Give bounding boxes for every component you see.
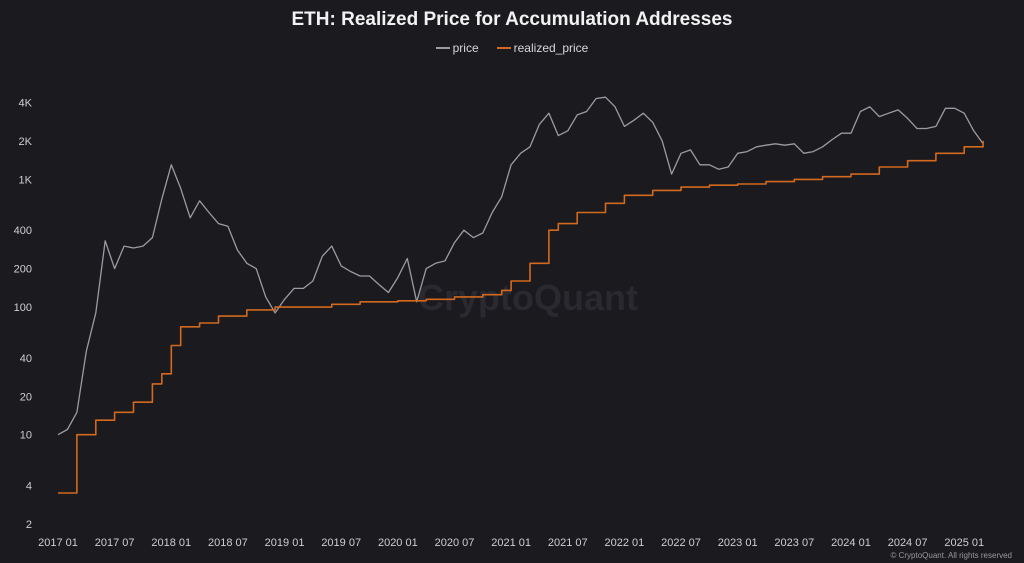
legend-item-price[interactable]: price [435,41,479,55]
y-tick-label: 200 [14,264,32,276]
y-tick-label: 40 [20,353,32,365]
y-tick-label: 2 [26,519,32,531]
legend-swatch-realized-price [496,47,511,49]
x-tick-label: 2022 07 [661,537,701,549]
y-tick-label: 1K [19,174,33,186]
y-tick-label: 400 [14,225,32,237]
y-axis: 2 4 10 20 40 100 200 400 1K 2K 4K [14,97,33,531]
y-tick-label: 10 [20,430,32,442]
y-tick-label: 4 [26,481,32,493]
y-tick-label: 4K [19,97,33,109]
x-tick-label: 2021 07 [548,537,588,549]
legend-label-price: price [452,41,479,55]
x-tick-label: 2022 01 [605,537,645,549]
y-tick-label: 100 [14,302,32,314]
x-tick-label: 2017 01 [38,537,78,549]
x-tick-label: 2023 01 [718,537,758,549]
x-tick-label: 2021 01 [491,537,531,549]
series-line-price [57,96,984,436]
chart-title: ETH: Realized Price for Accumulation Add… [291,9,733,30]
chart-legend: price realized_price [0,41,1024,55]
legend-item-realized-price[interactable]: realized_price [496,41,589,55]
legend-swatch-price [435,47,450,49]
x-tick-label: 2023 07 [774,537,814,549]
y-tick-label: 2K [19,136,33,148]
series-line-realized-price [58,140,984,494]
x-tick-label: 2024 01 [831,537,871,549]
y-tick-label: 20 [20,391,32,403]
x-tick-label: 2018 01 [151,537,191,549]
x-tick-label: 2020 01 [378,537,418,549]
x-tick-label: 2019 01 [265,537,305,549]
copyright-notice: © CryptoQuant. All rights reserved [890,551,1013,560]
watermark: CryptoQuant [418,277,638,318]
x-tick-label: 2019 07 [321,537,361,549]
x-tick-label: 2020 07 [435,537,475,549]
series-lines [57,96,984,494]
x-tick-label: 2024 07 [888,537,928,549]
x-tick-label: 2017 07 [95,537,135,549]
legend-label-realized-price: realized_price [513,41,589,55]
x-tick-label: 2025 01 [944,537,984,549]
x-tick-label: 2018 07 [208,537,248,549]
x-axis: 2017 01 2017 07 2018 01 2018 07 2019 01 2019 … [38,537,984,549]
